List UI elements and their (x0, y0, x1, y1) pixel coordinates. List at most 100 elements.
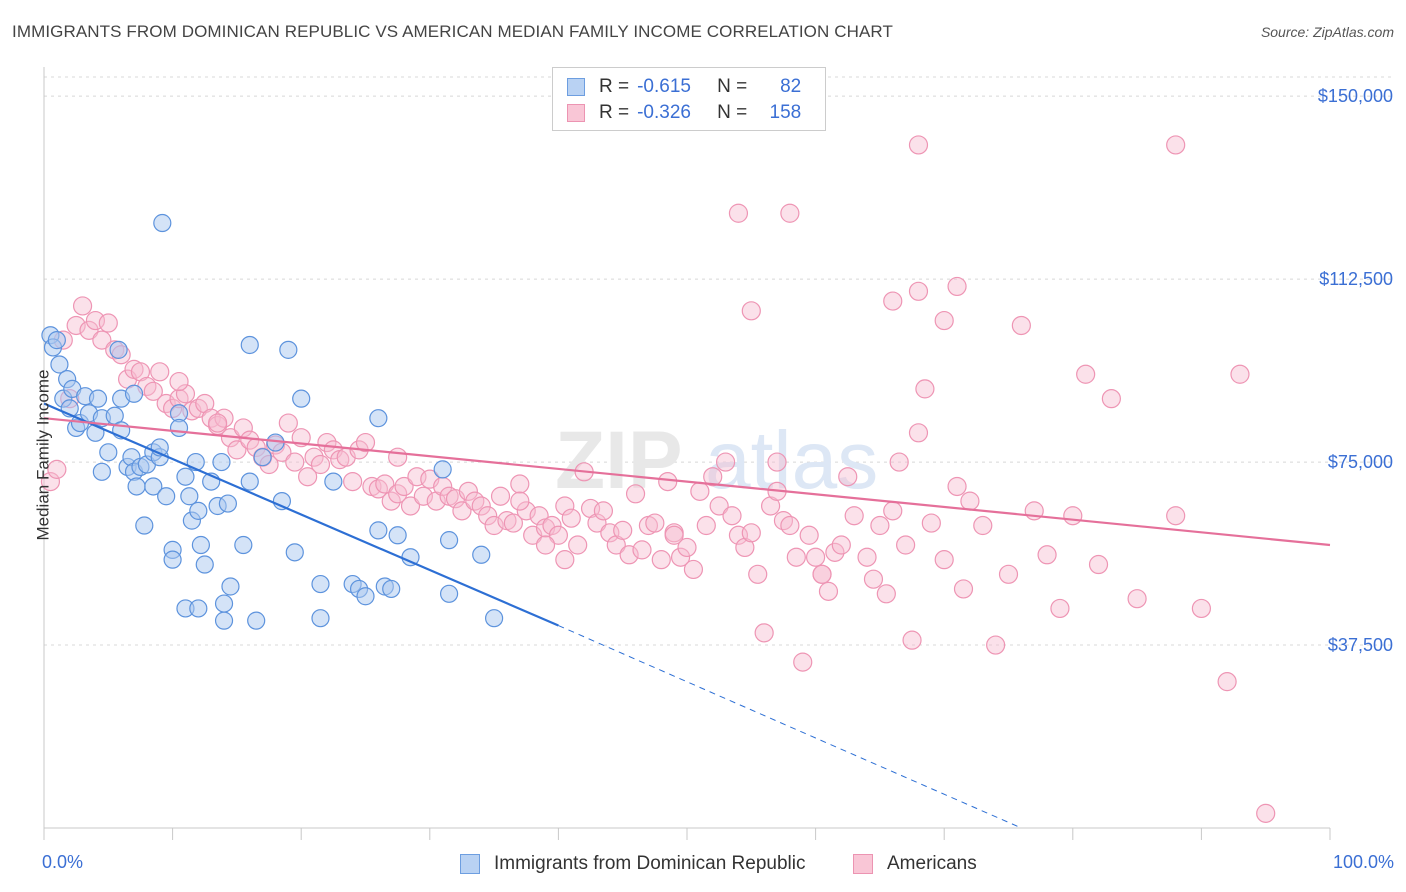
americans-point (670, 547, 691, 567)
dominican-point (292, 389, 311, 408)
americans-point (1088, 554, 1109, 575)
americans-point (1166, 506, 1186, 526)
americans-point (1037, 545, 1057, 565)
dominican-point (195, 555, 214, 574)
dominican-point (109, 340, 128, 359)
americans-point (548, 525, 569, 545)
r-label: R = (599, 102, 630, 123)
americans-point (658, 471, 678, 492)
r-label: R = (599, 76, 630, 97)
americans-point (1191, 598, 1212, 619)
dominican-point (212, 452, 231, 472)
americans-point (793, 652, 813, 672)
americans-point (844, 506, 864, 526)
dominican-point (144, 477, 163, 496)
x-max-label: 100.0% (1332, 852, 1394, 872)
dominican-point (369, 409, 388, 428)
americans-point (715, 452, 736, 472)
legend-label-americans: Americans (887, 853, 977, 874)
dominican-point (127, 477, 146, 496)
americans-point (593, 501, 614, 521)
americans-point (741, 523, 761, 543)
dominican-point (153, 213, 172, 233)
americans-point (310, 454, 331, 475)
dominican-point (163, 550, 182, 569)
americans-point (1230, 364, 1250, 384)
americans-point (535, 535, 556, 555)
dominican-point (240, 472, 259, 491)
americans-point (510, 474, 530, 494)
americans-point (1166, 135, 1186, 155)
blue-swatch (567, 78, 585, 96)
americans-point (696, 515, 716, 536)
americans-point (529, 506, 549, 526)
dominican-point (180, 487, 199, 506)
dominican-point (311, 609, 330, 628)
dominican-point (324, 472, 343, 491)
chart-title: IMMIGRANTS FROM DOMINICAN REPUBLIC VS AM… (12, 22, 893, 41)
legend-row-americans: R = -0.326 N = 158 (567, 101, 801, 125)
dominican-point (240, 335, 259, 355)
americans-point (625, 484, 646, 504)
americans-point (883, 501, 903, 521)
americans-point (555, 550, 575, 570)
dominican-point (189, 501, 208, 520)
dominican-point (50, 355, 69, 374)
watermark: ZIP (555, 415, 683, 506)
americans-point (722, 506, 742, 526)
americans-point (175, 384, 196, 404)
y-tick-label: $37,500 (1328, 635, 1393, 655)
americans-point (947, 276, 967, 297)
americans-point (908, 423, 929, 443)
americans-point (304, 447, 324, 467)
americans-point (973, 515, 993, 536)
n-value: 158 (769, 102, 802, 123)
dominican-point (388, 526, 407, 545)
americans-point (388, 447, 408, 467)
dominican-point (356, 587, 375, 606)
americans-point (947, 476, 967, 497)
n-value: 82 (780, 76, 802, 97)
n-label: N = (717, 102, 748, 123)
americans-point (208, 413, 228, 433)
y-tick-labels: $37,500 $75,000 $112,500 $150,000 (1318, 86, 1393, 655)
dominican-point (285, 543, 304, 562)
americans-point (960, 491, 980, 511)
americans-point (561, 508, 581, 528)
americans-point (709, 496, 729, 516)
americans-point (1050, 598, 1070, 619)
axes (43, 67, 1331, 840)
americans-point (741, 301, 761, 321)
dominican-point (47, 331, 66, 350)
dominican-point (191, 535, 210, 555)
dominican-point (485, 609, 504, 628)
americans-point (79, 320, 99, 340)
dominican-point (279, 340, 298, 359)
americans-point (375, 474, 395, 494)
americans-point (452, 501, 472, 521)
americans-point (896, 535, 916, 555)
dominican-point (214, 594, 234, 613)
correlation-legend: R = -0.615 N = 82 R = -0.326 N = 158 (552, 67, 826, 131)
americans-point (1256, 803, 1276, 823)
dominican-point (382, 579, 401, 599)
americans-point (619, 545, 639, 565)
dominican-point (234, 535, 253, 555)
americans-point (818, 581, 839, 601)
americans-point (298, 467, 318, 487)
americans-point (799, 525, 819, 545)
americans-point (478, 506, 498, 526)
americans-point (857, 547, 877, 567)
americans-point (645, 513, 665, 533)
legend-item-americans: Americans (853, 851, 977, 877)
americans-point (915, 379, 935, 399)
dominican-point (253, 448, 272, 467)
americans-point (490, 486, 511, 506)
americans-point (1063, 506, 1083, 526)
legend-label-dominican: Immigrants from Dominican Republic (494, 853, 806, 874)
americans-point (1101, 389, 1121, 409)
americans-point (677, 537, 697, 558)
americans-point (883, 291, 903, 311)
americans-point (388, 484, 408, 504)
